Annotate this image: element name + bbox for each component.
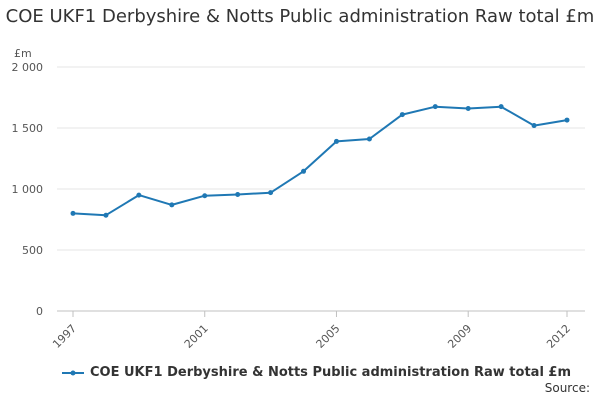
legend-label: COE UKF1 Derbyshire & Notts Public admin… <box>90 365 572 380</box>
x-tick-label: 1997 <box>50 322 79 351</box>
data-point <box>465 105 471 111</box>
data-point <box>268 190 274 196</box>
data-point <box>333 138 339 144</box>
data-point <box>432 104 438 110</box>
legend-swatch <box>62 370 84 375</box>
y-tick-label: 1 000 <box>12 183 44 196</box>
data-point <box>531 123 537 129</box>
legend: COE UKF1 Derbyshire & Notts Public admin… <box>62 365 571 380</box>
data-point <box>366 136 372 142</box>
data-point <box>564 117 570 123</box>
data-point <box>235 191 241 197</box>
x-tick-label: 2001 <box>182 322 211 351</box>
data-point <box>202 193 208 199</box>
x-tick-label: 2005 <box>314 322 343 351</box>
source-label: Source: <box>544 381 590 395</box>
data-point <box>498 104 504 110</box>
data-point <box>399 112 405 118</box>
data-point <box>103 212 109 218</box>
y-tick-label: 0 <box>36 305 43 318</box>
data-point <box>70 210 76 216</box>
data-point <box>301 168 307 174</box>
chart-title: COE UKF1 Derbyshire & Notts Public admin… <box>5 6 595 27</box>
y-tick-label: 1 500 <box>12 122 44 135</box>
x-tick-label: 2012 <box>544 322 573 351</box>
y-axis-label: £m <box>14 47 32 60</box>
series-line <box>72 105 568 217</box>
y-tick-label: 500 <box>22 244 43 257</box>
x-tick-label: 2009 <box>445 322 474 351</box>
data-point <box>136 192 142 198</box>
data-point <box>169 202 175 208</box>
y-tick-label: 2 000 <box>12 61 44 74</box>
